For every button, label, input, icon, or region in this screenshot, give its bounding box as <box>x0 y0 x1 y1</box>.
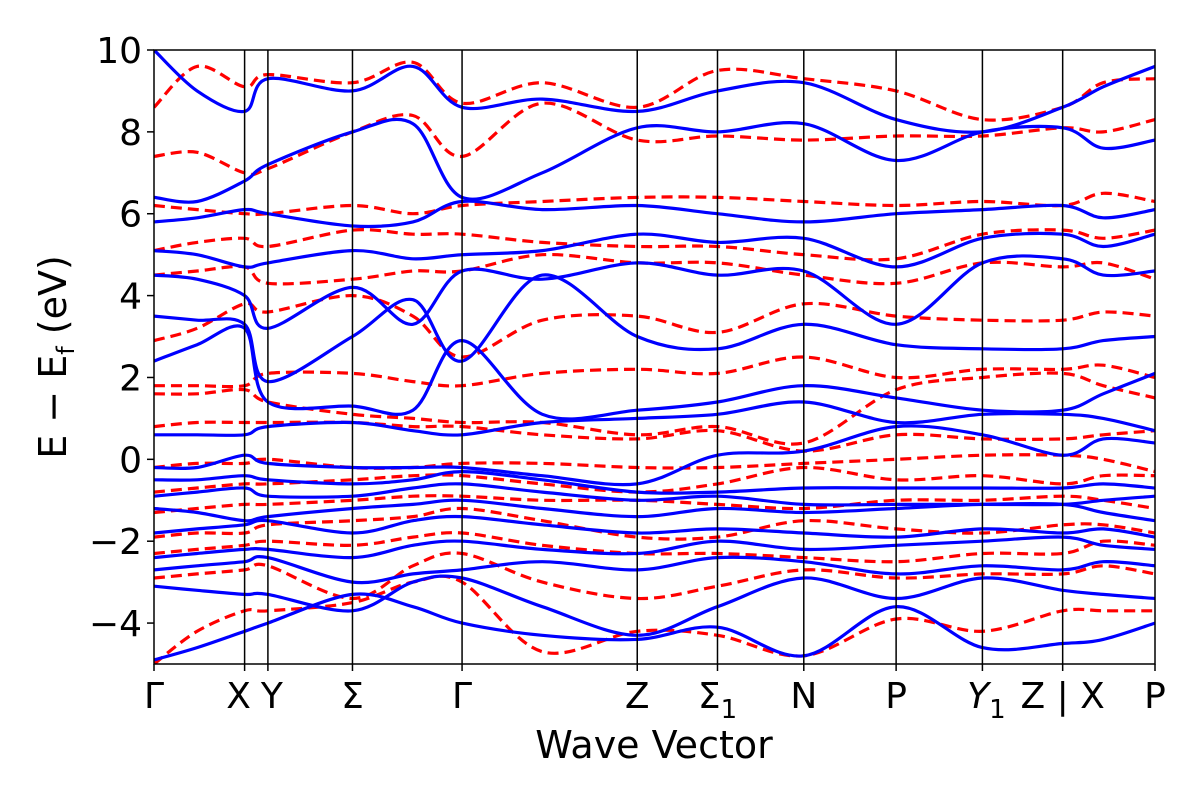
x-tick-label: P <box>1144 676 1166 717</box>
x-tick-label: Γ <box>144 676 164 717</box>
y-tick-label: 10 <box>96 31 142 72</box>
x-tick-label-text: Z <box>625 676 650 717</box>
y-tick-label: −2 <box>89 522 142 563</box>
y-tick-label: 0 <box>119 440 142 481</box>
x-tick-label: Y <box>260 676 284 717</box>
solid-band-line-3 <box>154 555 1155 585</box>
x-tick-label-text: Z | X <box>1020 676 1104 717</box>
dashed-band-line-9 <box>154 371 1155 446</box>
x-tick-label-text: P <box>885 676 907 717</box>
y-tick-label: 4 <box>119 277 142 318</box>
plot-frame <box>153 49 1156 665</box>
y-tick-label: −4 <box>89 604 142 645</box>
x-tick-label-text: Y <box>967 676 992 717</box>
y-axis-ticks: −4 −2 0 2 4 6 8 10 <box>89 31 154 645</box>
solid-band-line-8 <box>154 470 1155 495</box>
y-axis-label-main: E − E <box>31 355 75 459</box>
x-tick-label: Z <box>625 676 650 717</box>
x-tick-label: Σ <box>341 676 364 717</box>
dashed-band-line-4 <box>154 506 1155 541</box>
dashed-band-line-3 <box>154 531 1155 564</box>
x-axis-label: Wave Vector <box>535 723 773 767</box>
x-tick-label: Γ <box>452 676 472 717</box>
x-tick-label-text: Σ <box>698 676 721 717</box>
x-tick-label-text: X <box>226 676 251 717</box>
dashed-band-line-16 <box>154 60 1155 122</box>
x-tick-label-text: Γ <box>452 676 472 717</box>
x-tick-label: N <box>790 676 817 717</box>
solid-band-line-17 <box>154 50 1155 134</box>
x-tick-label: X <box>226 676 251 717</box>
y-tick-label: 6 <box>119 195 142 236</box>
dashed-band-line-2 <box>154 551 1155 601</box>
solid-band-line-2 <box>154 574 1155 637</box>
high-symmetry-lines <box>243 50 1064 664</box>
y-axis-label-unit: (eV) <box>31 255 75 346</box>
bands-layer <box>154 50 1155 664</box>
solid-band-line-5 <box>154 514 1155 539</box>
x-tick-label-text: Σ <box>341 676 364 717</box>
x-tick-label-subscript: 1 <box>989 695 1006 725</box>
solid-band-line-10 <box>154 400 1155 437</box>
x-tick-label: Σ1 <box>698 676 737 725</box>
dashed-band-line-15 <box>154 101 1155 177</box>
dashed-band-line-8 <box>154 420 1155 453</box>
y-tick-label: 2 <box>119 358 142 399</box>
y-tick-label: 8 <box>119 113 142 154</box>
solid-band-line-12 <box>154 273 1155 384</box>
dashed-band-line-12 <box>154 252 1155 286</box>
plot-area-background <box>154 50 1155 664</box>
solid-band-line-13 <box>154 254 1155 330</box>
solid-band-line-4 <box>154 535 1155 560</box>
dashed-band-line-13 <box>154 228 1155 262</box>
x-tick-label-text: Γ <box>144 676 164 717</box>
x-tick-label: P <box>885 676 907 717</box>
solid-band-line-7 <box>154 482 1155 507</box>
solid-band-line-11 <box>154 324 1155 421</box>
solid-band-line-9 <box>154 424 1155 487</box>
dashed-band-line-14 <box>154 191 1155 217</box>
y-axis-label-subscript: f <box>52 346 80 355</box>
x-tick-label: Y1 <box>967 676 1006 725</box>
x-tick-label-text: Y <box>260 676 284 717</box>
y-axis-label: E − Ef (eV) <box>31 255 80 459</box>
x-tick-label-subscript: 1 <box>721 695 738 725</box>
x-tick-label-text: N <box>790 676 817 717</box>
solid-band-line-14 <box>154 231 1155 269</box>
x-tick-label: Z | X <box>1020 676 1104 717</box>
solid-band-line-15 <box>154 199 1155 229</box>
x-tick-label-text: P <box>1144 676 1166 717</box>
dashed-band-line-7 <box>154 453 1155 474</box>
solid-band-line-1 <box>154 592 1155 662</box>
